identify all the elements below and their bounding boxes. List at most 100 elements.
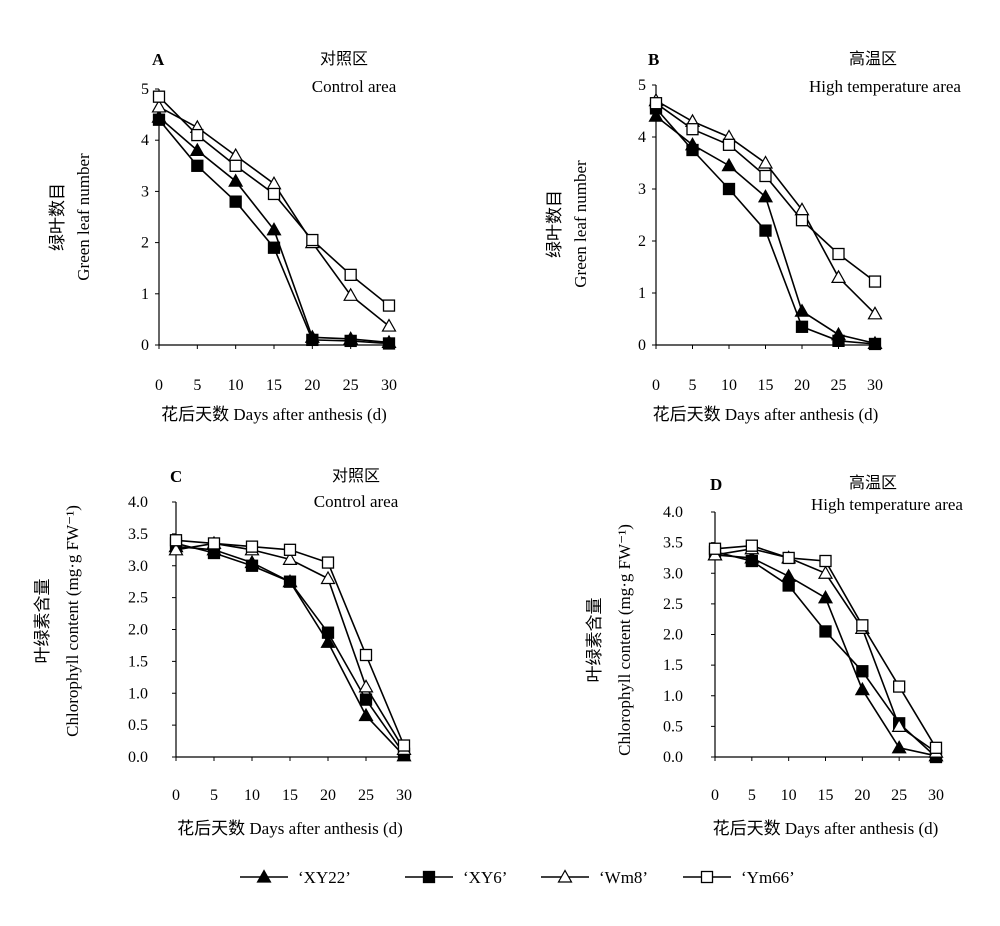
y-tick-label: 4.0 xyxy=(663,504,683,521)
series-2 xyxy=(152,113,396,350)
panel-subtitle: High temperature area xyxy=(811,495,963,514)
series-4 xyxy=(649,97,882,288)
data-point xyxy=(794,303,810,317)
data-point xyxy=(795,320,809,333)
data-point xyxy=(929,741,943,754)
y-tick-label: 2.5 xyxy=(663,596,683,613)
data-point xyxy=(817,565,834,579)
data-point xyxy=(358,707,374,722)
panel-subtitle: Control area xyxy=(314,492,399,511)
data-point xyxy=(344,268,357,282)
data-point xyxy=(891,718,907,732)
data-point xyxy=(321,556,335,569)
y-axis-label: 绿叶数目 xyxy=(48,183,67,251)
legend-item: ‘Ym66’ xyxy=(683,868,795,887)
data-point xyxy=(832,334,845,347)
data-point xyxy=(721,157,737,172)
legend-label: ‘Wm8’ xyxy=(599,868,648,887)
data-point xyxy=(649,97,663,110)
data-point xyxy=(708,542,722,555)
data-point xyxy=(397,739,411,752)
y-axis-label: Chlorophyll content (mg·g FW⁻¹) xyxy=(63,505,82,737)
y-tick-label: 0.0 xyxy=(128,749,148,766)
series-4 xyxy=(708,539,943,754)
x-tick-label: 25 xyxy=(831,377,847,394)
data-point xyxy=(207,537,221,550)
x-tick-label: 10 xyxy=(228,377,244,394)
y-tick-label: 2.0 xyxy=(663,627,683,644)
x-axis-label: 花后天数 Days after anthesis (d) xyxy=(161,405,387,424)
data-point xyxy=(321,626,335,639)
data-point xyxy=(344,334,357,348)
data-point xyxy=(819,554,832,568)
data-point xyxy=(267,187,281,201)
x-tick-label: 25 xyxy=(343,377,359,394)
data-point xyxy=(868,337,882,351)
data-point xyxy=(722,182,736,196)
y-tick-label: 1.0 xyxy=(663,688,683,705)
y-tick-label: 1.5 xyxy=(663,657,683,674)
data-point xyxy=(267,241,281,254)
y-tick-label: 1 xyxy=(638,285,646,302)
x-axis-label: 花后天数 Days after anthesis (d) xyxy=(653,405,879,424)
y-tick-label: 3.0 xyxy=(663,565,683,582)
legend-label: ‘Ym66’ xyxy=(741,868,795,887)
data-point xyxy=(266,176,282,190)
data-point xyxy=(382,337,396,350)
x-tick-label: 25 xyxy=(891,787,907,804)
data-point xyxy=(830,269,847,283)
panel-label: B xyxy=(648,50,659,69)
x-tick-label: 5 xyxy=(689,377,697,394)
data-point xyxy=(782,551,795,565)
data-point xyxy=(893,680,906,693)
data-point xyxy=(819,625,832,638)
y-tick-label: 0 xyxy=(638,337,646,354)
y-tick-label: 3.0 xyxy=(128,558,148,575)
data-point xyxy=(228,147,244,162)
data-point xyxy=(169,534,183,547)
y-tick-label: 0.0 xyxy=(663,749,683,766)
data-point xyxy=(152,113,166,126)
y-axis-label: Green leaf number xyxy=(571,160,590,288)
x-axis-label: 花后天数 Days after anthesis (d) xyxy=(177,819,403,838)
x-tick-label: 25 xyxy=(358,787,374,804)
y-tick-label: 3 xyxy=(141,183,149,200)
x-tick-label: 15 xyxy=(266,377,282,394)
panel-title: 高温区 xyxy=(849,474,897,492)
x-tick-label: 20 xyxy=(854,787,870,804)
x-tick-label: 15 xyxy=(818,787,834,804)
data-point xyxy=(867,306,883,320)
x-tick-label: 5 xyxy=(748,787,756,804)
y-tick-label: 3 xyxy=(638,181,646,198)
x-tick-label: 10 xyxy=(721,377,737,394)
data-point xyxy=(283,543,297,556)
series-3 xyxy=(648,92,883,320)
data-point xyxy=(832,247,845,261)
x-tick-label: 30 xyxy=(928,787,944,804)
data-point xyxy=(686,123,699,136)
data-point xyxy=(320,634,336,648)
legend-item: ‘XY22’ xyxy=(240,868,351,887)
chart-panel-a: 0 1 2 3 4 5 0 5 10 15 20 25 30 A 对照区 Control area 花后天数 D… xyxy=(48,50,397,424)
y-axis-label: 绿叶数目 xyxy=(545,190,564,258)
x-tick-label: 5 xyxy=(210,787,218,804)
x-tick-label: 20 xyxy=(320,787,336,804)
series-4 xyxy=(152,90,396,312)
data-point xyxy=(320,570,336,585)
data-point xyxy=(229,159,242,172)
data-point xyxy=(245,559,259,572)
data-point xyxy=(856,665,869,678)
data-point xyxy=(343,287,359,301)
data-point xyxy=(168,542,184,556)
y-tick-label: 1 xyxy=(141,286,149,303)
chart-panel-b: 0 1 2 3 4 5 0 5 10 15 20 25 30 B 高温区 High temperature a… xyxy=(545,50,961,424)
x-tick-label: 0 xyxy=(172,787,180,804)
x-tick-label: 15 xyxy=(758,377,774,394)
data-point xyxy=(229,195,242,208)
y-tick-label: 4.0 xyxy=(128,494,148,511)
data-point xyxy=(191,159,204,172)
data-point xyxy=(381,318,397,332)
data-point xyxy=(189,142,205,157)
x-tick-label: 0 xyxy=(711,787,719,804)
data-point xyxy=(228,173,244,187)
